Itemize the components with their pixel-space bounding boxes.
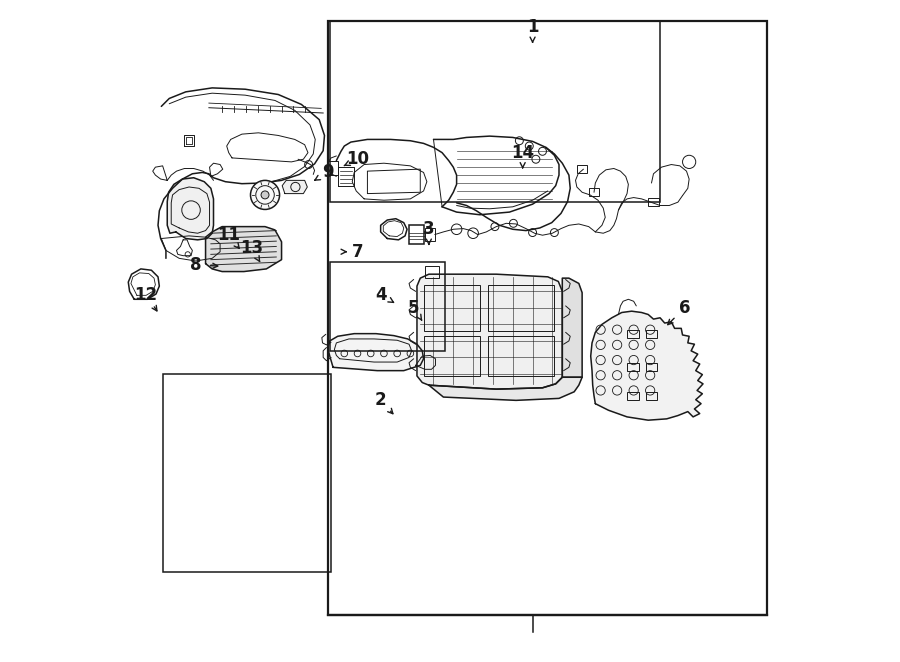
Bar: [409, 225, 424, 244]
Circle shape: [261, 191, 269, 199]
Bar: [424, 285, 480, 331]
Bar: [645, 393, 657, 401]
Bar: [645, 330, 657, 338]
Bar: [425, 266, 439, 278]
Polygon shape: [429, 377, 582, 401]
Bar: [627, 363, 639, 371]
Bar: [577, 166, 588, 173]
Text: 12: 12: [135, 286, 158, 304]
Bar: [425, 228, 435, 241]
Text: 3: 3: [423, 220, 435, 238]
Text: 13: 13: [240, 240, 264, 258]
Polygon shape: [590, 311, 703, 420]
Polygon shape: [283, 180, 307, 193]
Polygon shape: [167, 177, 213, 240]
Text: 11: 11: [217, 226, 240, 244]
Bar: [424, 336, 480, 376]
Bar: [329, 261, 446, 351]
Circle shape: [250, 180, 280, 209]
Text: 4: 4: [374, 286, 386, 304]
Text: 7: 7: [352, 243, 364, 261]
Text: 5: 5: [408, 299, 419, 317]
Bar: [648, 198, 659, 206]
Text: 9: 9: [322, 164, 334, 181]
Text: 1: 1: [526, 18, 538, 36]
Bar: [627, 393, 639, 401]
Text: 14: 14: [511, 144, 535, 162]
Polygon shape: [328, 334, 424, 371]
Bar: [589, 188, 599, 196]
Bar: [329, 21, 660, 202]
Polygon shape: [205, 226, 282, 271]
Bar: [163, 374, 331, 572]
Bar: [627, 330, 639, 338]
Bar: [328, 21, 767, 615]
Text: 10: 10: [346, 150, 369, 168]
Text: 8: 8: [190, 256, 202, 274]
Text: 6: 6: [679, 299, 690, 317]
Polygon shape: [417, 274, 562, 389]
Polygon shape: [562, 278, 582, 377]
Bar: [645, 363, 657, 371]
Bar: [328, 161, 338, 175]
Bar: [489, 285, 554, 331]
Bar: [489, 336, 554, 376]
Text: 2: 2: [374, 391, 386, 409]
